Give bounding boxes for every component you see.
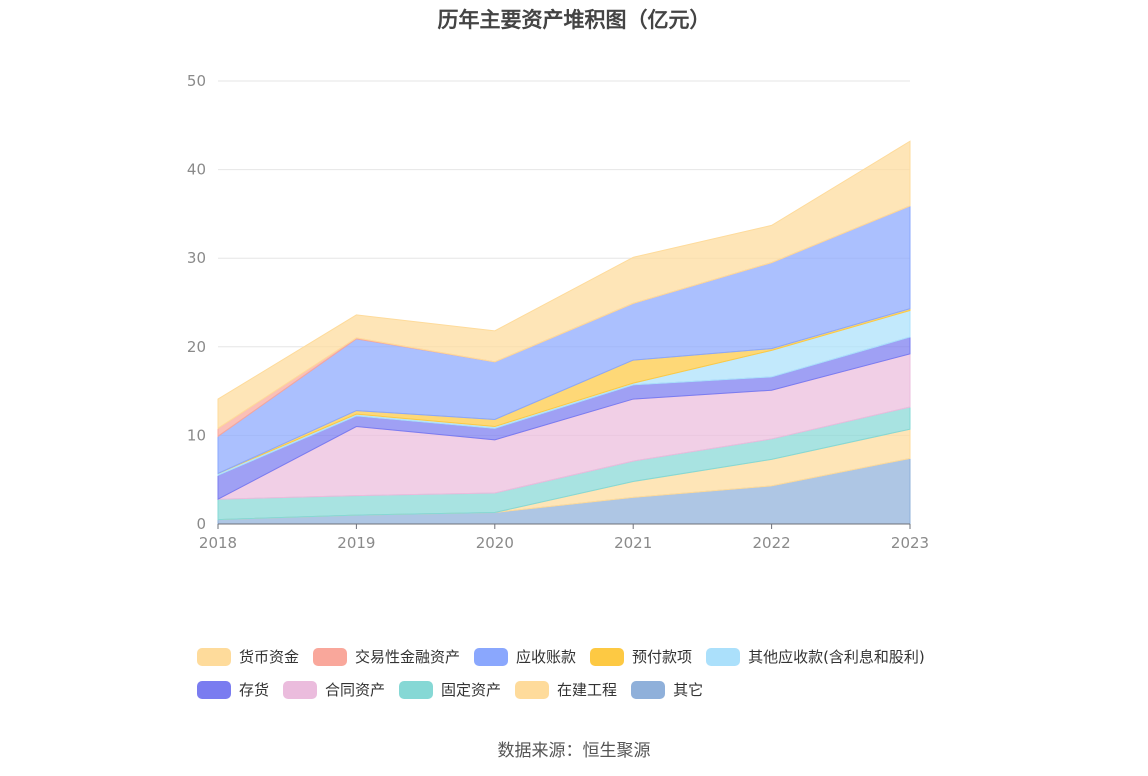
axes: 0 10 20 30 40 50 2018 2019 2020 2021 2022 2023 <box>187 72 929 552</box>
legend-swatch <box>197 647 231 666</box>
legend-label: 其它 <box>673 681 704 699</box>
legend-swatch <box>283 680 318 699</box>
legend-item[interactable]: 存货 <box>197 679 269 700</box>
y-tick-label: 20 <box>187 338 206 356</box>
data-source: 数据来源：恒生聚源 <box>497 741 651 761</box>
x-tick-label: 2022 <box>753 534 791 552</box>
legend-item[interactable]: 货币资金 <box>197 646 299 667</box>
y-tick-label: 50 <box>187 72 206 90</box>
y-tick-label: 30 <box>187 249 206 267</box>
legend-swatch <box>590 647 625 666</box>
legend-swatch <box>313 647 348 666</box>
legend-label: 存货 <box>239 681 270 699</box>
x-tick-label: 2020 <box>476 534 514 552</box>
legend-item[interactable]: 其它 <box>631 679 703 700</box>
area-series <box>217 140 911 525</box>
y-tick-label: 40 <box>187 161 206 179</box>
legend-swatch <box>515 680 550 699</box>
legend-label: 在建工程 <box>557 681 618 699</box>
legend-swatch <box>706 647 741 666</box>
legend-item[interactable]: 交易性金融资产 <box>313 646 460 667</box>
legend-label: 预付款项 <box>632 648 693 666</box>
legend-label: 固定资产 <box>441 681 502 699</box>
legend-item[interactable]: 固定资产 <box>399 679 501 700</box>
legend-label: 应收账款 <box>516 648 577 666</box>
legend-label: 交易性金融资产 <box>355 648 461 666</box>
x-tick-label: 2018 <box>199 534 237 552</box>
legend-item[interactable]: 预付款项 <box>590 646 692 667</box>
y-tick-label: 10 <box>187 426 206 444</box>
legend-item[interactable]: 其他应收款(含利息和股利) <box>706 646 925 667</box>
legend-swatch <box>631 680 666 699</box>
legend-row: 存货 合同资产 固定资产 在建工程 其它 <box>197 673 997 706</box>
legend: 货币资金 交易性金融资产 应收账款 预付款项 其他应收款(含利息和股利) 存货 合同资产 固… <box>197 640 997 706</box>
legend-row: 货币资金 交易性金融资产 应收账款 预付款项 其他应收款(含利息和股利) <box>197 640 997 673</box>
legend-item[interactable]: 合同资产 <box>283 679 385 700</box>
x-tick-label: 2023 <box>891 534 929 552</box>
y-tick-label: 0 <box>196 515 206 533</box>
stacked-area-chart: 0 10 20 30 40 50 2018 2019 2020 2021 2022 2023 <box>187 72 929 552</box>
chart-title: 历年主要资产堆积图（亿元） <box>437 8 711 32</box>
x-tick-label: 2021 <box>614 534 652 552</box>
legend-swatch <box>197 680 231 699</box>
legend-swatch <box>474 647 509 666</box>
legend-item[interactable]: 应收账款 <box>474 646 576 667</box>
legend-label: 货币资金 <box>239 648 300 666</box>
legend-swatch <box>399 680 434 699</box>
legend-item[interactable]: 在建工程 <box>515 679 617 700</box>
x-tick-label: 2019 <box>337 534 375 552</box>
legend-label: 其他应收款(含利息和股利) <box>748 648 925 666</box>
legend-label: 合同资产 <box>325 681 386 699</box>
area-series-货币资金 <box>217 140 911 430</box>
